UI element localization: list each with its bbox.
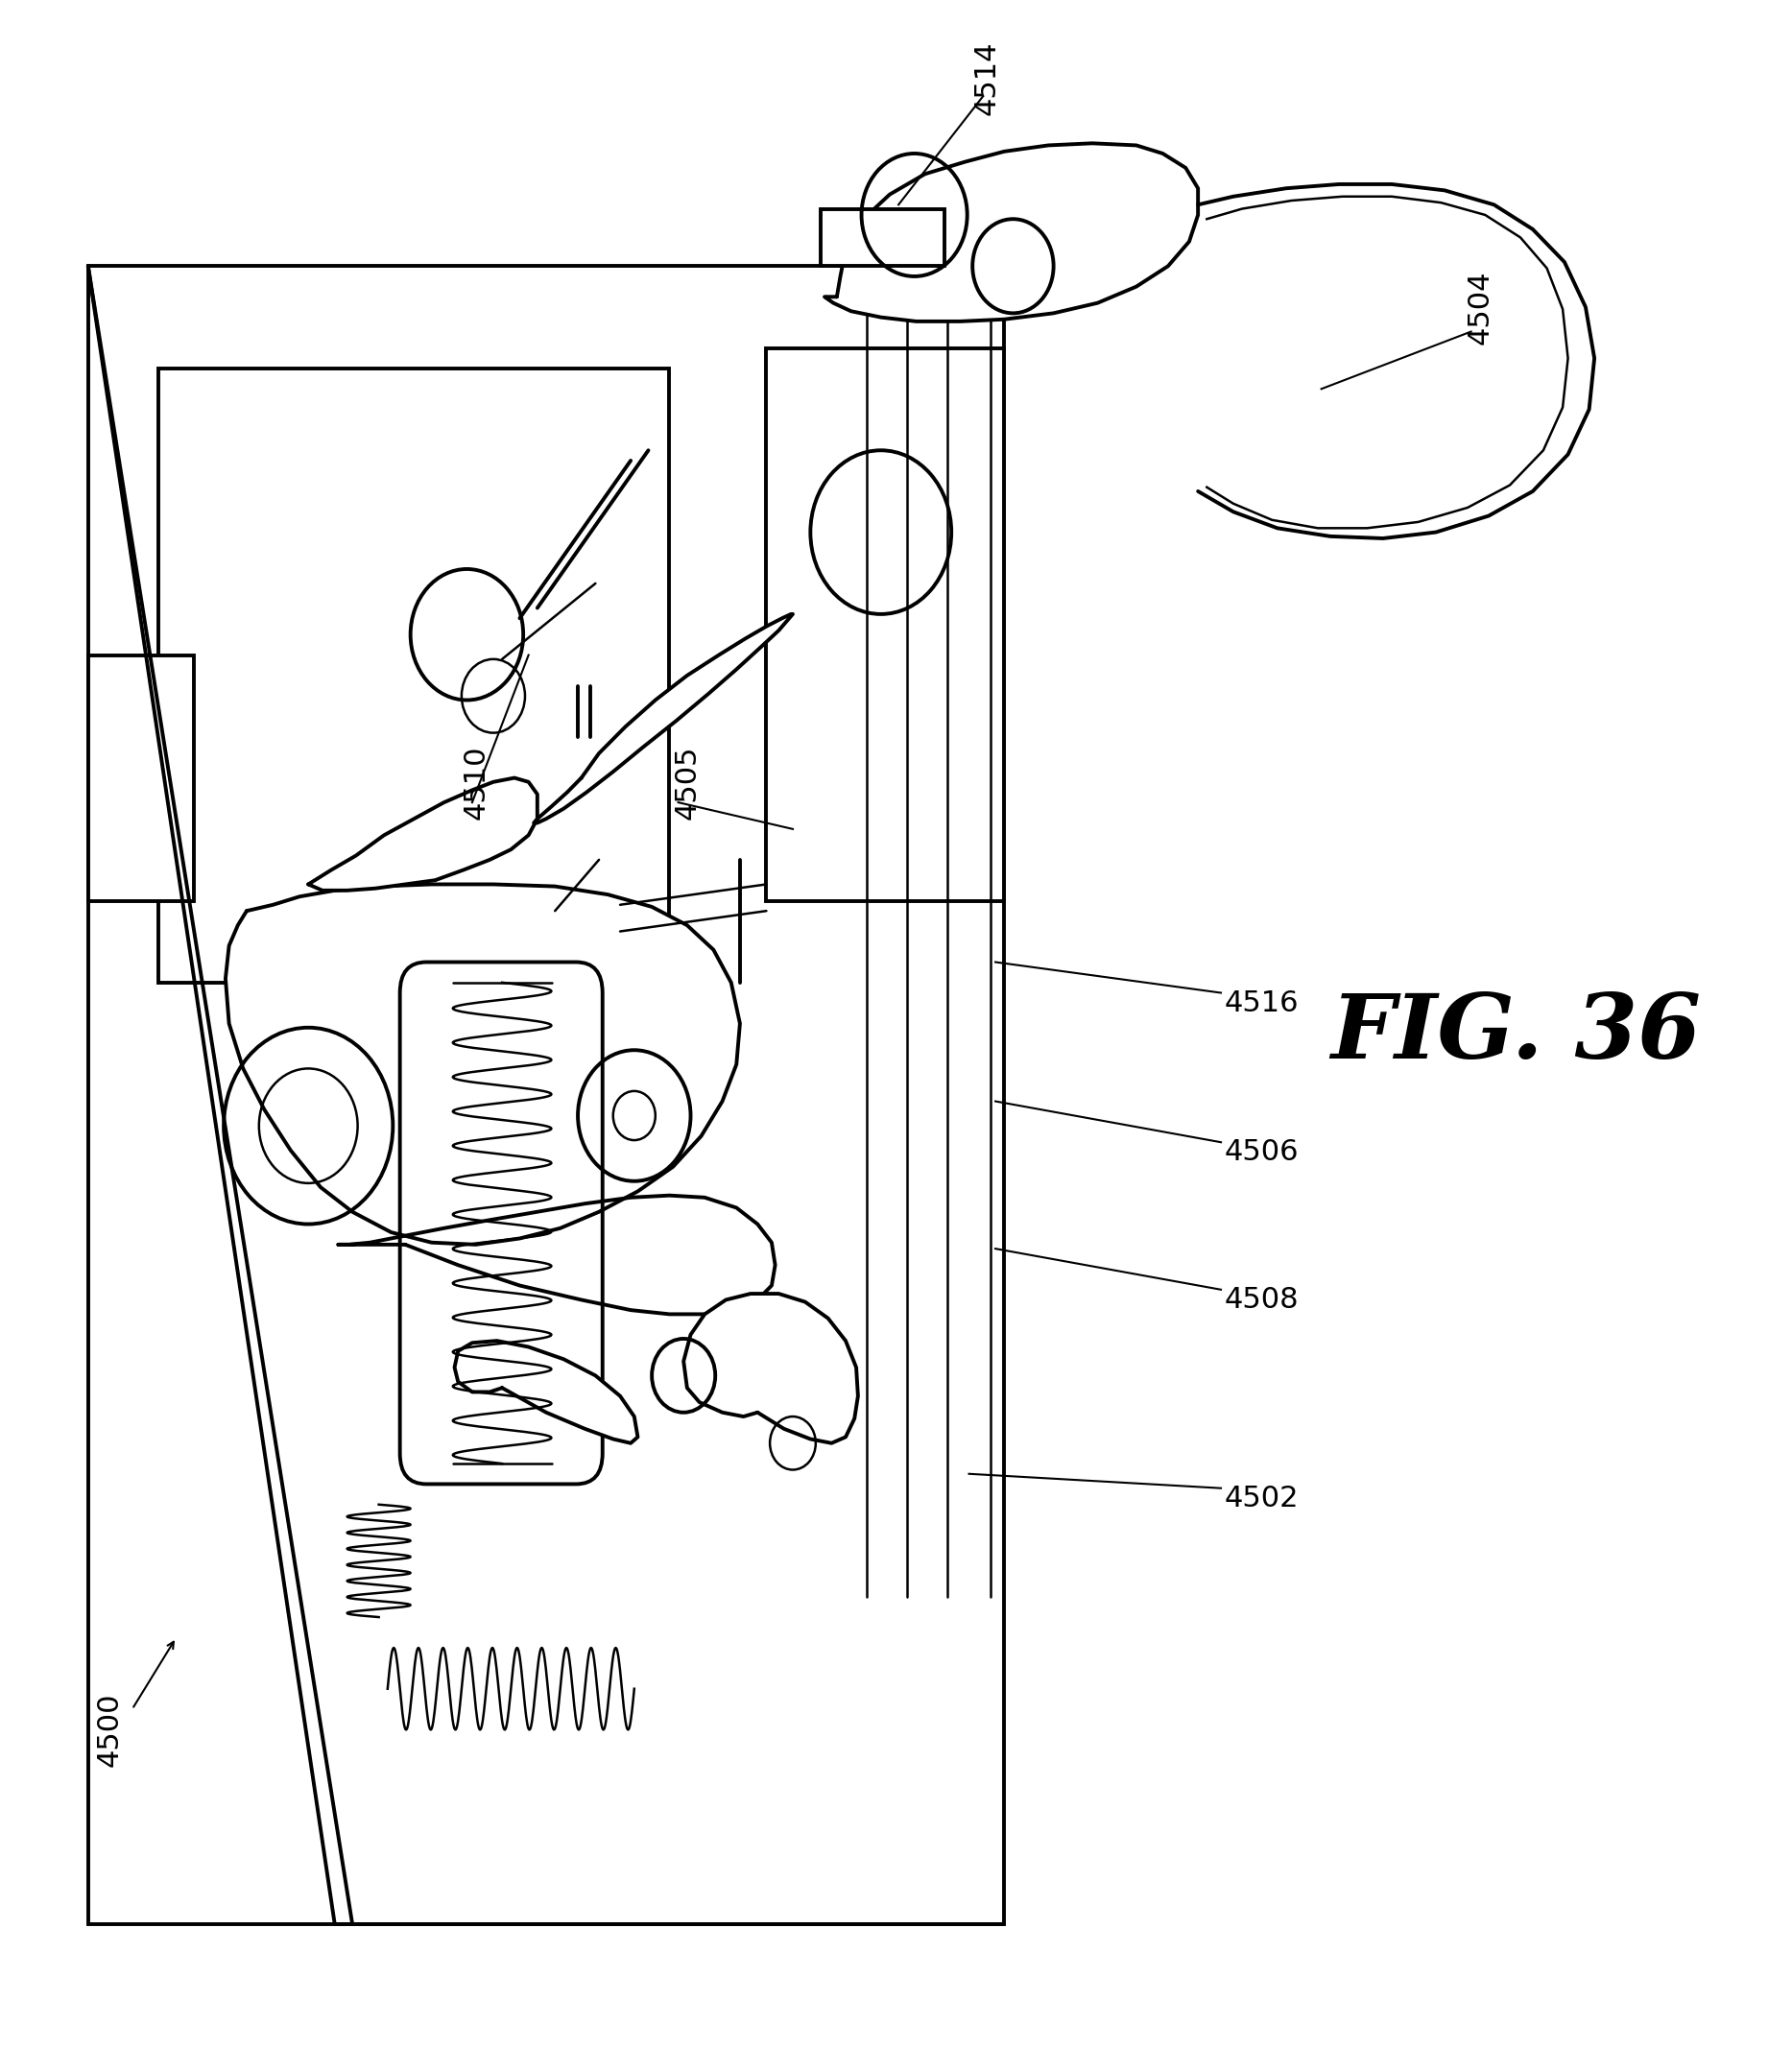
Text: 4500: 4500 bbox=[95, 1693, 124, 1767]
Bar bbox=[821, 209, 944, 266]
Bar bbox=[767, 348, 1004, 901]
Polygon shape bbox=[455, 1341, 638, 1443]
Text: 4508: 4508 bbox=[1224, 1286, 1299, 1314]
Polygon shape bbox=[226, 884, 740, 1245]
Text: FIG. 36: FIG. 36 bbox=[1330, 991, 1701, 1077]
Polygon shape bbox=[824, 143, 1199, 321]
Polygon shape bbox=[1199, 184, 1595, 538]
Bar bbox=[158, 368, 670, 983]
Text: 4502: 4502 bbox=[1224, 1484, 1299, 1513]
Polygon shape bbox=[683, 1294, 858, 1443]
Bar bbox=[88, 266, 1004, 1924]
Text: 4506: 4506 bbox=[1224, 1138, 1299, 1167]
Bar bbox=[88, 655, 194, 901]
Text: 4504: 4504 bbox=[1466, 270, 1495, 344]
Text: 4514: 4514 bbox=[973, 41, 1000, 115]
Text: 4516: 4516 bbox=[1224, 989, 1299, 1017]
Polygon shape bbox=[534, 614, 792, 823]
Text: 4510: 4510 bbox=[462, 745, 489, 819]
Polygon shape bbox=[339, 1195, 776, 1314]
Polygon shape bbox=[308, 778, 538, 890]
Text: 4505: 4505 bbox=[674, 745, 701, 819]
FancyBboxPatch shape bbox=[400, 962, 602, 1484]
